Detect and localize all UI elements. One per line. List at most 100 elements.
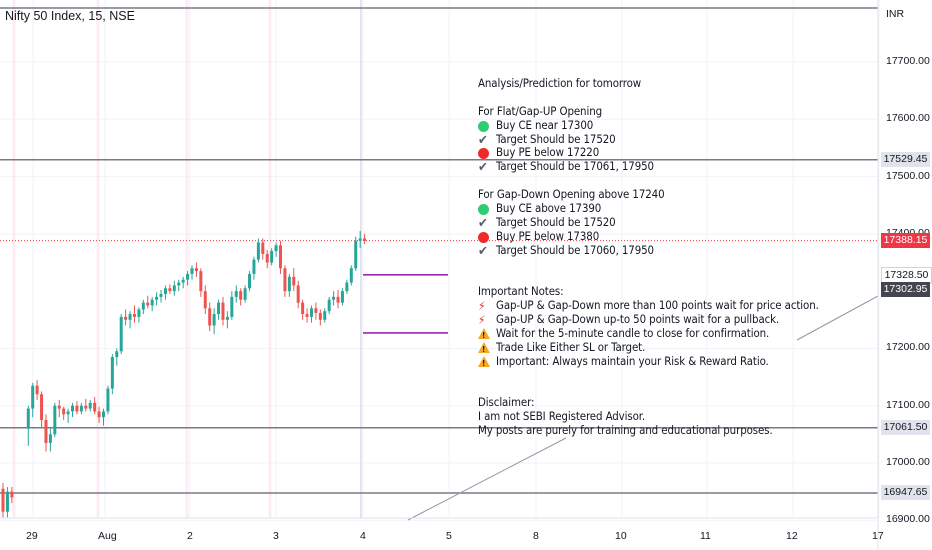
session-band — [12, 0, 16, 518]
candle-body — [137, 309, 141, 317]
candle-body — [84, 405, 88, 409]
price-tick-label: 17000.00 — [886, 456, 930, 468]
annotation-item: ⚡ Gap-UP & Gap-Down more than 100 points … — [478, 298, 819, 313]
candle-body — [301, 302, 305, 315]
time-tick-label: 12 — [786, 530, 798, 542]
candle-body — [119, 316, 123, 352]
candle-body — [292, 276, 296, 286]
session-separators — [12, 0, 362, 518]
time-tick-label: Aug — [98, 530, 117, 542]
candle-body — [248, 273, 252, 289]
last-price-label: 17388.15 — [881, 233, 930, 249]
candle-body — [124, 316, 128, 320]
analysis-annotation: Analysis/Prediction for tomorrow For Fla… — [478, 76, 819, 438]
annotation-item-text: Gap-UP & Gap-Down more than 100 points w… — [496, 298, 819, 313]
disclaimer-line: I am not SEBI Registered Advisor. — [478, 409, 646, 424]
candle-body — [363, 238, 367, 241]
annotation-item: ✔ Target Should be 17520 — [478, 215, 819, 231]
candle-body — [327, 299, 331, 312]
candle-body — [230, 296, 234, 317]
candle-body — [35, 385, 39, 395]
green-circle-icon — [478, 120, 490, 132]
marker-price-label: 17328.50 — [881, 267, 932, 285]
annotation-item: Buy CE above 17390 — [478, 201, 819, 216]
candle-body — [172, 285, 176, 292]
session-band — [96, 0, 100, 518]
annotation-item: ✔ Target Should be 17520 — [478, 131, 819, 148]
annotation-item: Wait for the 5-minute candle to close fo… — [478, 326, 819, 343]
annotation-item: ⚡ Gap-UP & Gap-Down up-to 50 points wait … — [478, 312, 819, 327]
candle-body — [283, 268, 287, 292]
candle-body — [110, 357, 114, 389]
price-tick-label: 16900.00 — [886, 513, 930, 526]
candle-body — [314, 308, 318, 313]
disclaimer-title: Disclaimer: — [478, 395, 535, 410]
red-circle-icon — [478, 147, 490, 160]
check-icon: ✔ — [478, 160, 488, 176]
candle-body — [106, 388, 110, 412]
candle-body — [332, 296, 336, 300]
candle-body — [212, 314, 216, 326]
candle-body — [203, 291, 207, 309]
annotation-item: ✔ Target Should be 17061, 17950 — [478, 159, 819, 176]
candle-body — [305, 314, 309, 317]
candle-body — [71, 405, 75, 412]
warning-icon — [478, 327, 490, 343]
annotation-item: Buy PE below 17380 — [478, 229, 819, 244]
candle-body — [31, 385, 35, 409]
candle-body — [345, 282, 349, 292]
candle-body — [349, 268, 353, 283]
candle-body — [296, 285, 300, 303]
candle-body — [274, 245, 278, 252]
price-tick-label: 17600.00 — [886, 112, 930, 125]
time-tick-label: 3 — [273, 530, 279, 542]
price-tick-label: 17200.00 — [886, 341, 930, 354]
candle-body — [270, 251, 274, 263]
warning-icon — [478, 341, 490, 357]
plan-lines — [363, 274, 448, 334]
candle-body — [340, 291, 344, 303]
flat-opening-list: Buy CE near 17300 ✔ Target Should be 17520… — [478, 118, 819, 176]
level-price-label: 17061.50 — [881, 420, 930, 436]
candle-body — [1, 488, 5, 512]
candle-body — [261, 242, 265, 254]
candle-body — [155, 296, 159, 300]
notes-title: Important Notes: — [478, 284, 564, 299]
time-tick-label: 4 — [360, 530, 366, 542]
candle-body — [44, 420, 48, 443]
candle-body — [66, 411, 70, 415]
candle-body — [279, 245, 282, 269]
check-icon: ✔ — [478, 215, 488, 231]
flat-opening-title: For Flat/Gap-UP Opening — [478, 103, 603, 118]
candle-body — [146, 302, 150, 306]
candle-body — [132, 314, 136, 317]
trend-line — [796, 295, 879, 341]
candle-body — [48, 434, 52, 443]
annotation-item: Trade Like Either SL or Target. — [478, 339, 819, 357]
price-tick-label: 17500.00 — [886, 169, 930, 182]
currency-label: INR — [886, 8, 905, 20]
candle-body — [186, 273, 190, 280]
time-tick-label: 11 — [700, 530, 711, 542]
candle-body — [150, 299, 154, 306]
candle-body — [354, 240, 358, 269]
annotation-item-text: Buy PE below 17220 — [496, 145, 600, 160]
price-tick-label: 17100.00 — [886, 398, 930, 411]
candle-body — [239, 291, 243, 300]
check-icon: ✔ — [478, 243, 488, 259]
trend-lines — [407, 295, 879, 521]
annotation-item-text: Target Should be 17520 — [496, 131, 616, 146]
candle-body — [62, 408, 66, 415]
candle-body — [309, 308, 313, 317]
time-tick-label: 29 — [26, 530, 38, 542]
check-icon: ✔ — [478, 132, 488, 148]
candle-body — [93, 402, 97, 412]
annotation-item: ✔ Target Should be 17060, 17950 — [478, 243, 819, 259]
warning-icon — [478, 355, 490, 371]
candle-body — [102, 411, 105, 418]
candle-body — [40, 394, 44, 421]
candle-body — [225, 316, 229, 320]
annotation-item-text: Trade Like Either SL or Target. — [496, 339, 646, 354]
red-circle-icon — [478, 231, 490, 243]
